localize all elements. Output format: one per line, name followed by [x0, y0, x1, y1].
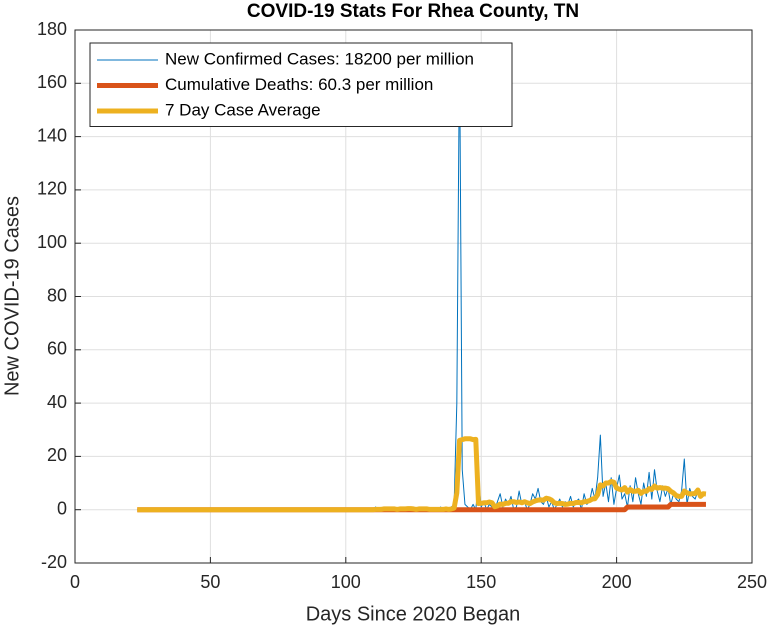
legend: New Confirmed Cases: 18200 per million Cu… — [89, 42, 513, 127]
x-tick-label: 0 — [70, 572, 80, 592]
series-line — [137, 436, 707, 513]
x-tick-label: 50 — [200, 572, 220, 592]
y-tick-label: 160 — [37, 72, 67, 92]
y-axis-label: New COVID-19 Cases — [1, 196, 23, 396]
y-tick-label: -20 — [41, 552, 67, 572]
y-tick-label: 40 — [47, 392, 67, 412]
x-tick-label: 150 — [466, 572, 496, 592]
legend-label: 7 Day Case Average — [165, 100, 321, 119]
y-tick-label: 100 — [37, 232, 67, 252]
x-tick-label: 100 — [331, 572, 361, 592]
legend-label: New Confirmed Cases: 18200 per million — [165, 49, 474, 68]
legend-label: Cumulative Deaths: 60.3 per million — [165, 75, 433, 94]
plot-frame — [74, 29, 753, 564]
x-tick-label: 200 — [602, 572, 632, 592]
y-tick-label: 180 — [37, 19, 67, 39]
legend-box — [89, 42, 513, 127]
y-tick-label: 140 — [37, 125, 67, 145]
y-tick-label: 120 — [37, 179, 67, 199]
y-tick-label: 0 — [57, 498, 67, 518]
y-tick-label: 60 — [47, 339, 67, 359]
y-tick-label: 20 — [47, 445, 67, 465]
y-tick-label: 80 — [47, 285, 67, 305]
chart-title: COVID-19 Stats For Rhea County, TN — [247, 1, 579, 22]
x-tick-label: 250 — [737, 572, 767, 592]
x-axis-label: Days Since 2020 Began — [306, 603, 521, 625]
